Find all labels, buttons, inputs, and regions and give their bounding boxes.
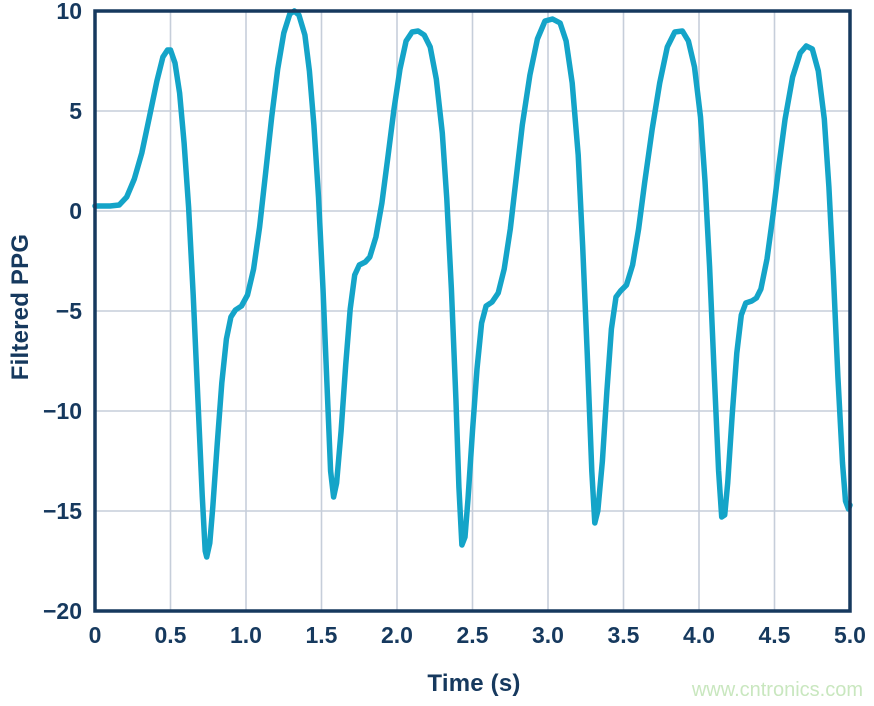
- y-tick-label: 0: [69, 198, 82, 224]
- x-tick-label: 2.0: [381, 622, 413, 648]
- watermark-text: www.cntronics.com: [691, 679, 863, 701]
- x-tick-label: 4.5: [759, 622, 791, 648]
- y-tick-label: −10: [43, 398, 82, 424]
- x-tick-label: 3.5: [608, 622, 640, 648]
- y-tick-label: −20: [43, 598, 82, 624]
- signal-line: [92, 8, 853, 560]
- x-tick-label: 2.5: [457, 622, 489, 648]
- x-tick-label: 0: [89, 622, 102, 648]
- x-tick-label: 0.5: [155, 622, 187, 648]
- y-tick-label: −15: [43, 498, 82, 524]
- x-tick-label: 4.0: [683, 622, 715, 648]
- y-axis-title: Filtered PPG: [7, 233, 34, 381]
- y-tick-label: 5: [69, 98, 82, 124]
- y-tick-label: 10: [56, 0, 82, 24]
- x-tick-label: 3.0: [532, 622, 564, 648]
- x-tick-label: 1.5: [306, 622, 338, 648]
- plot-frame: [93, 9, 852, 613]
- x-axis-title: Time (s): [427, 670, 521, 697]
- y-tick-label: −5: [56, 298, 82, 324]
- x-tick-label: 5.0: [834, 622, 866, 648]
- x-tick-label: 1.0: [230, 622, 262, 648]
